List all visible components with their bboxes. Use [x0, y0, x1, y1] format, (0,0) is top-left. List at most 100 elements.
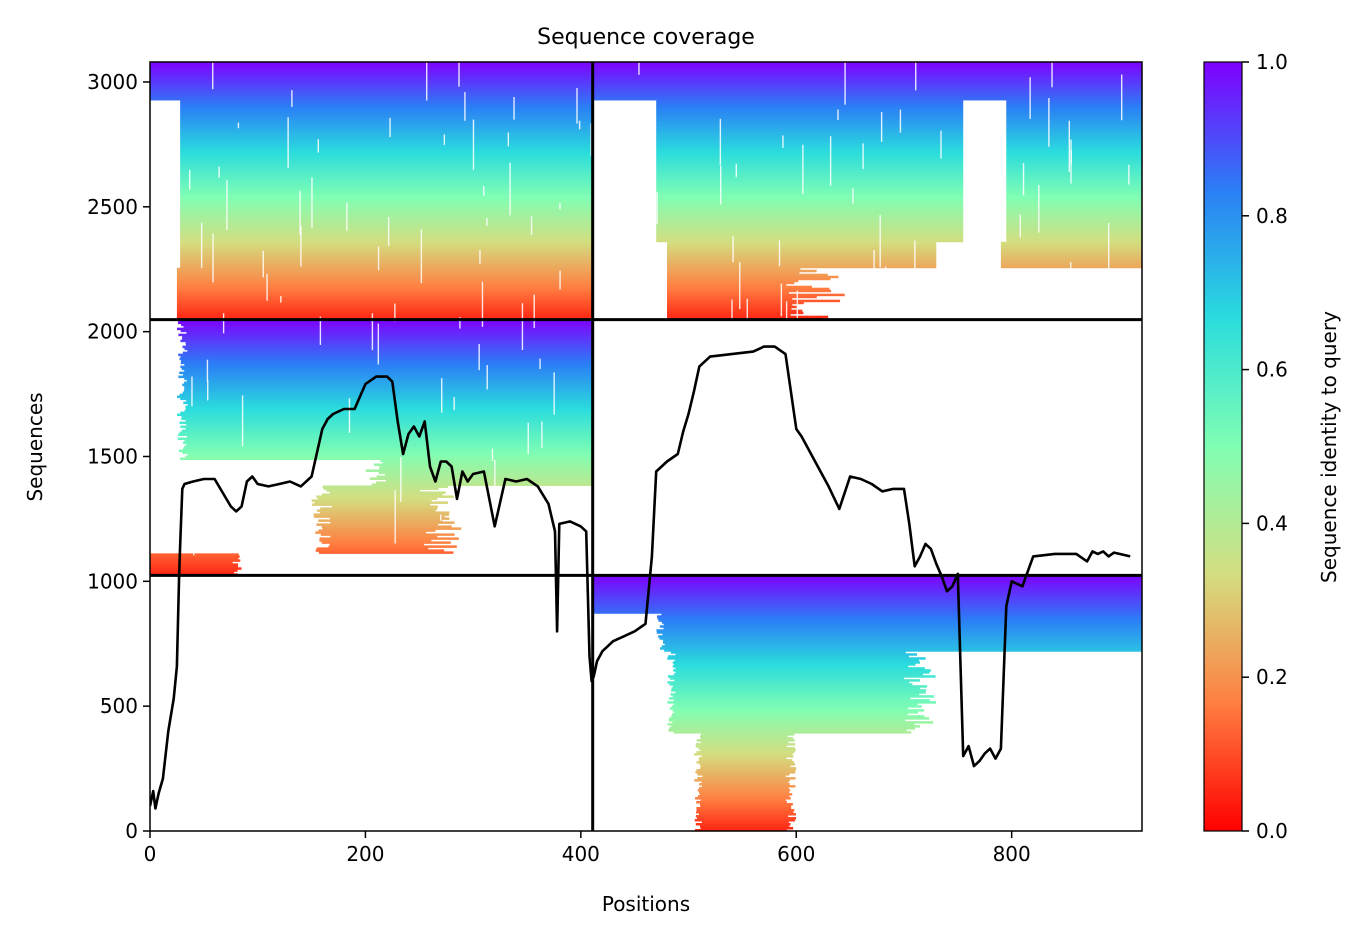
heatmap-row: [1006, 221, 1142, 225]
heatmap-row: [150, 85, 593, 89]
heatmap-row: [1000, 259, 1142, 263]
heatmap-row: [180, 197, 593, 201]
heatmap-row: [700, 741, 789, 744]
heatmap-row: [185, 343, 593, 347]
heatmap-row: [656, 183, 964, 187]
heatmap-row: [592, 71, 1142, 75]
heatmap-row: [180, 127, 593, 131]
heatmap-gap: [1019, 214, 1021, 238]
heatmap-gap: [553, 372, 555, 415]
heatmap-gap: [193, 526, 195, 556]
heatmap-row: [699, 803, 793, 806]
heatmap-gap: [377, 246, 380, 271]
heatmap-row: [150, 81, 593, 85]
heatmap-gap: [1050, 500, 1053, 520]
heatmap-row: [592, 81, 1142, 85]
heatmap-row: [315, 549, 445, 552]
heatmap-row: [369, 477, 593, 480]
heatmap-row: [592, 73, 1142, 77]
heatmap-gap: [981, 307, 984, 360]
heatmap-row: [656, 157, 964, 161]
heatmap-gap: [1029, 77, 1031, 119]
heatmap-row: [1006, 161, 1142, 165]
heatmap-gap: [479, 249, 481, 264]
heatmap-gap: [317, 139, 320, 153]
heatmap-gap: [1094, 294, 1097, 320]
x-tick-label: 400: [562, 842, 600, 866]
heatmap-row: [186, 435, 593, 439]
heatmap-row: [698, 791, 790, 794]
heatmap-row: [672, 695, 934, 698]
heatmap-row: [180, 329, 593, 333]
heatmap-row: [180, 141, 593, 145]
heatmap-gap: [880, 111, 883, 142]
heatmap-gap: [674, 508, 676, 541]
heatmap-row: [656, 185, 964, 189]
heatmap-row: [150, 569, 238, 572]
heatmap-gap: [394, 490, 396, 544]
heatmap-row: [699, 735, 788, 738]
heatmap-gap: [680, 352, 682, 367]
heatmap-row: [592, 97, 1142, 101]
heatmap-row: [592, 601, 1142, 604]
heatmap-row: [656, 107, 964, 111]
heatmap-row: [656, 163, 964, 167]
heatmap-gap: [389, 117, 391, 138]
heatmap-row: [1000, 241, 1142, 245]
heatmap-gap: [394, 303, 396, 322]
heatmap-row: [150, 75, 593, 79]
heatmap-row: [184, 409, 593, 413]
heatmap-row: [656, 139, 964, 143]
colorbar-tick-label: 0.8: [1256, 204, 1288, 228]
heatmap-row: [667, 313, 791, 317]
heatmap-row: [696, 739, 795, 742]
heatmap-row: [656, 631, 1142, 634]
heatmap-row: [180, 109, 593, 113]
heatmap-row: [656, 127, 964, 131]
heatmap-row: [698, 757, 787, 760]
heatmap-row: [1006, 149, 1142, 153]
heatmap-row: [313, 515, 445, 518]
heatmap-row: [671, 715, 925, 718]
heatmap-row: [695, 771, 796, 774]
heatmap-row: [1000, 253, 1142, 257]
heatmap-row: [656, 161, 964, 165]
heatmap-gap: [472, 119, 475, 171]
heatmap-gap: [871, 483, 874, 491]
heatmap-row: [180, 193, 593, 197]
heatmap-gap: [827, 426, 830, 436]
heatmap-row: [1006, 183, 1142, 187]
heatmap-gap: [656, 191, 658, 225]
heatmap-row: [184, 363, 593, 367]
heatmap-row: [150, 77, 593, 81]
heatmap-row: [1006, 205, 1142, 209]
y-tick-label: 1000: [87, 569, 138, 593]
heatmap-gap: [1068, 120, 1071, 172]
heatmap-row: [375, 481, 593, 484]
heatmap-row: [592, 589, 1142, 592]
y-axis-label: Sequences: [23, 392, 47, 501]
heatmap-row: [592, 65, 1142, 69]
heatmap-gap: [984, 431, 986, 446]
heatmap-row: [180, 241, 593, 245]
heatmap-row: [180, 161, 593, 165]
heatmap-row: [656, 205, 964, 209]
heatmap-row: [150, 79, 593, 83]
heatmap-row: [180, 113, 593, 117]
y-tick-label: 0: [125, 819, 138, 843]
heatmap-row: [668, 719, 906, 722]
heatmap-row: [380, 459, 593, 462]
heatmap-gap: [793, 407, 795, 446]
heatmap-gap: [212, 62, 214, 90]
heatmap-row: [667, 243, 937, 247]
heatmap-row: [180, 411, 593, 415]
heatmap-row: [658, 635, 1142, 638]
heatmap-row: [182, 345, 593, 349]
colorbar-tick-label: 1.0: [1256, 50, 1288, 74]
heatmap-row: [180, 159, 593, 163]
heatmap-row: [180, 245, 593, 249]
heatmap-row: [180, 189, 593, 193]
heatmap-row: [322, 527, 462, 530]
heatmap-row: [667, 251, 937, 255]
heatmap-row: [667, 245, 937, 249]
